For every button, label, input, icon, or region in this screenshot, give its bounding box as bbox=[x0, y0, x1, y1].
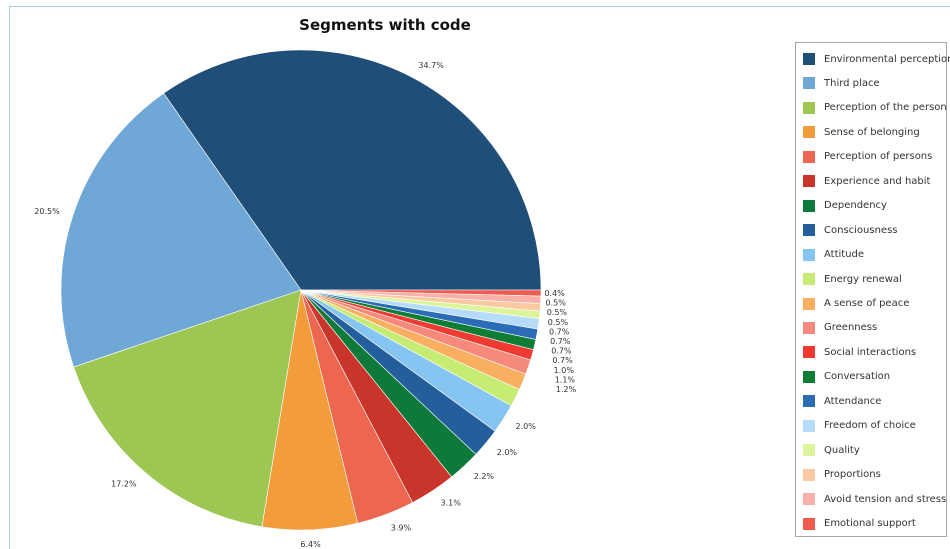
legend-label: Third place bbox=[824, 77, 880, 89]
pie-slice-label-17: 0.5% bbox=[547, 308, 568, 317]
legend-label: A sense of peace bbox=[824, 298, 910, 309]
legend-swatch bbox=[803, 493, 815, 506]
legend-swatch bbox=[803, 77, 815, 90]
legend-item: Dependency bbox=[796, 194, 946, 218]
legend-item: Attitude bbox=[796, 243, 946, 267]
chart-frame bbox=[9, 6, 950, 549]
pie-slice-label-11: 1.0% bbox=[554, 366, 575, 375]
legend-item: Social interactions bbox=[796, 340, 946, 364]
pie-slice-0 bbox=[163, 49, 542, 291]
legend-swatch bbox=[803, 444, 815, 457]
pie-slice-label-0: 34.7% bbox=[418, 61, 444, 70]
pie-slice-label-2: 17.2% bbox=[111, 480, 137, 489]
legend-label: Avoid tension and stress bbox=[824, 493, 947, 505]
legend-swatch bbox=[803, 297, 815, 310]
legend-label: Energy renewal bbox=[824, 273, 902, 285]
legend-swatch bbox=[803, 395, 815, 408]
legend-label: Sense of belonging bbox=[824, 126, 920, 138]
legend-swatch bbox=[803, 175, 815, 188]
legend-label: Attendance bbox=[824, 395, 882, 407]
legend-swatch bbox=[803, 419, 815, 432]
legend-label: Greenness bbox=[824, 322, 878, 334]
pie-slice-label-7: 2.0% bbox=[497, 448, 518, 457]
legend-swatch bbox=[803, 370, 815, 383]
legend-item: Consciousness bbox=[796, 218, 946, 242]
legend-item: Conversation bbox=[796, 365, 946, 389]
legend-item: A sense of peace bbox=[796, 292, 946, 316]
pie-slice-2 bbox=[73, 289, 302, 528]
legend-swatch bbox=[803, 468, 815, 481]
legend-swatch bbox=[803, 248, 815, 261]
legend-label: Freedom of choice bbox=[824, 420, 916, 432]
pie-slice-label-9: 1.2% bbox=[556, 385, 577, 394]
legend-swatch bbox=[803, 321, 815, 334]
legend-item: Emotional support bbox=[796, 512, 946, 536]
legend-swatch bbox=[803, 517, 815, 530]
pie-slice-label-4: 3.9% bbox=[391, 524, 412, 533]
legend-item: Quality bbox=[796, 438, 946, 462]
legend-item: Perception of the person bbox=[796, 96, 947, 120]
chart-title: Segments with code bbox=[299, 16, 471, 34]
pie-slice-label-14: 0.7% bbox=[550, 337, 571, 346]
legend-swatch bbox=[803, 224, 815, 237]
legend-swatch bbox=[803, 346, 815, 359]
legend-label: Consciousness bbox=[824, 224, 898, 236]
pie-slice-label-5: 3.1% bbox=[441, 498, 462, 507]
legend-label: Environmental perception bbox=[824, 53, 950, 65]
legend-label: Perception of the person bbox=[824, 102, 947, 114]
legend-label: Emotional support bbox=[824, 518, 916, 530]
legend-item: Energy renewal bbox=[796, 267, 946, 291]
pie-slice-label-16: 0.5% bbox=[548, 318, 569, 327]
legend-swatch bbox=[803, 101, 815, 114]
legend-swatch bbox=[803, 150, 815, 163]
legend-swatch bbox=[803, 53, 815, 65]
legend-label: Attitude bbox=[824, 249, 865, 261]
pie-slice-label-3: 6.4% bbox=[300, 540, 321, 549]
pie-slice-label-8: 2.0% bbox=[516, 422, 537, 431]
legend-label: Social interactions bbox=[824, 346, 917, 358]
legend-label: Quality bbox=[824, 444, 860, 456]
pie-slice-19 bbox=[300, 289, 542, 297]
pie-slice-label-18: 0.5% bbox=[546, 299, 567, 308]
pie-slice-label-1: 20.5% bbox=[34, 207, 60, 216]
legend-swatch bbox=[803, 199, 815, 212]
legend-item: Greenness bbox=[796, 316, 946, 340]
legend-item: Environmental perception bbox=[796, 47, 950, 71]
pie-slice-label-6: 2.2% bbox=[474, 472, 495, 481]
legend-item: Freedom of choice bbox=[796, 414, 946, 438]
pie-slice-label-12: 0.7% bbox=[552, 356, 573, 365]
legend-label: Perception of persons bbox=[824, 151, 933, 163]
pie-slice-label-15: 0.7% bbox=[549, 327, 570, 336]
legend-item: Attendance bbox=[796, 389, 946, 413]
legend-label: Dependency bbox=[824, 200, 887, 212]
pie-slice-label-19: 0.4% bbox=[544, 289, 565, 298]
legend-item: Avoid tension and stress bbox=[796, 487, 946, 511]
legend-swatch bbox=[803, 126, 815, 139]
legend-item: Sense of belonging bbox=[796, 120, 946, 144]
pie-slice-label-13: 0.7% bbox=[551, 347, 572, 356]
legend: Environmental perception Third place Perce… bbox=[795, 42, 950, 537]
legend-label: Experience and habit bbox=[824, 175, 931, 187]
legend-swatch bbox=[803, 273, 815, 286]
legend-label: Proportions bbox=[824, 469, 881, 481]
pie-slice-1 bbox=[60, 92, 302, 368]
legend-item: Perception of persons bbox=[796, 145, 946, 169]
legend-item: Proportions bbox=[796, 463, 946, 487]
pie-slice-label-10: 1.1% bbox=[555, 375, 576, 384]
legend-label: Conversation bbox=[824, 371, 891, 383]
legend-item: Third place bbox=[796, 71, 946, 95]
legend-item: Experience and habit bbox=[796, 169, 946, 193]
